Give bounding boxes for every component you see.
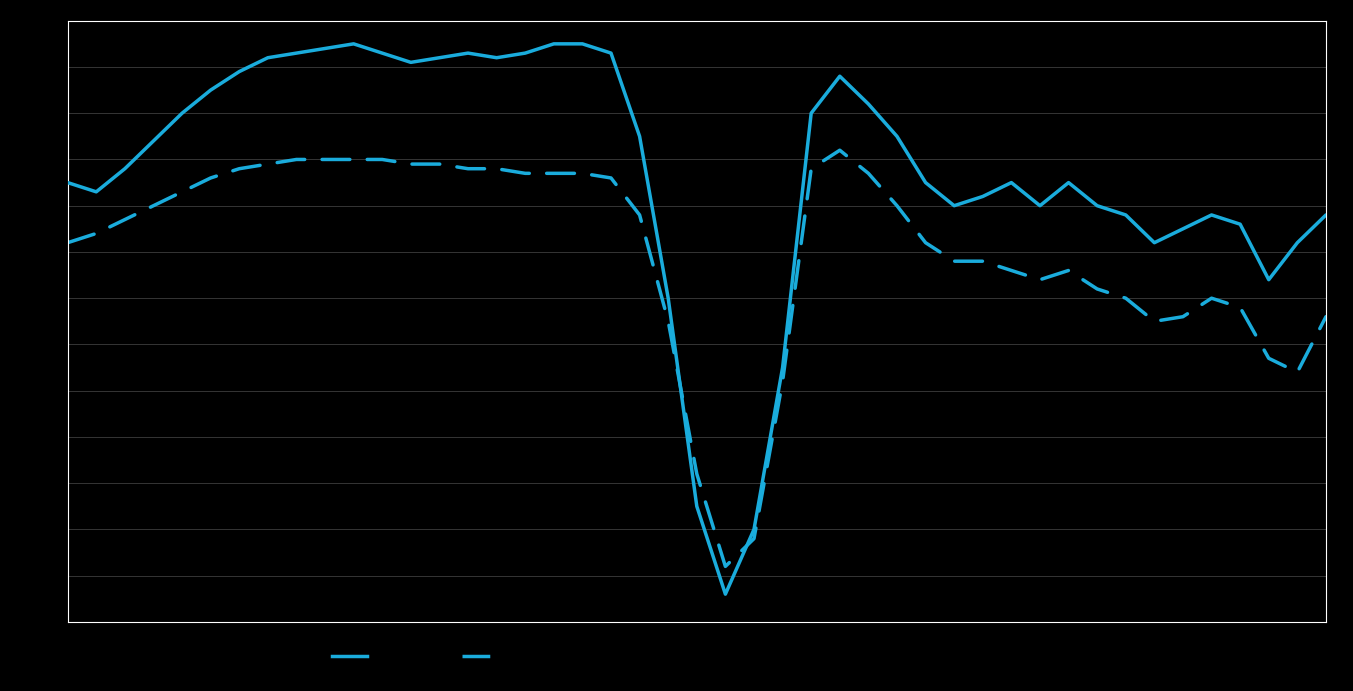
Legend: , : , <box>327 644 513 669</box>
